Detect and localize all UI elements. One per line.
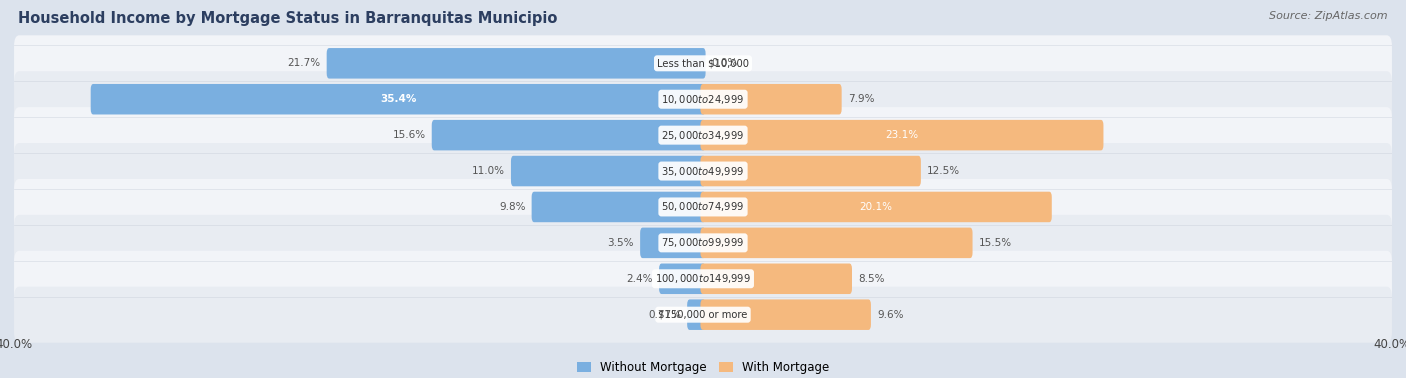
FancyBboxPatch shape <box>91 84 706 115</box>
Text: 2.4%: 2.4% <box>627 274 652 284</box>
Text: $100,000 to $149,999: $100,000 to $149,999 <box>655 272 751 285</box>
Text: 0.0%: 0.0% <box>711 58 738 68</box>
Text: 9.8%: 9.8% <box>499 202 526 212</box>
FancyBboxPatch shape <box>510 156 706 186</box>
Text: 23.1%: 23.1% <box>886 130 918 140</box>
FancyBboxPatch shape <box>700 263 852 294</box>
FancyBboxPatch shape <box>700 120 1104 150</box>
Text: $150,000 or more: $150,000 or more <box>658 310 748 320</box>
FancyBboxPatch shape <box>640 228 706 258</box>
FancyBboxPatch shape <box>700 228 973 258</box>
Text: $75,000 to $99,999: $75,000 to $99,999 <box>661 236 745 249</box>
Text: 7.9%: 7.9% <box>848 94 875 104</box>
Legend: Without Mortgage, With Mortgage: Without Mortgage, With Mortgage <box>572 356 834 378</box>
FancyBboxPatch shape <box>14 35 1392 91</box>
Text: 20.1%: 20.1% <box>859 202 893 212</box>
Text: 12.5%: 12.5% <box>927 166 960 176</box>
FancyBboxPatch shape <box>688 299 706 330</box>
Text: $35,000 to $49,999: $35,000 to $49,999 <box>661 164 745 178</box>
FancyBboxPatch shape <box>14 71 1392 127</box>
FancyBboxPatch shape <box>700 299 870 330</box>
FancyBboxPatch shape <box>700 84 842 115</box>
Text: 11.0%: 11.0% <box>472 166 505 176</box>
Text: 9.6%: 9.6% <box>877 310 904 320</box>
FancyBboxPatch shape <box>14 251 1392 307</box>
Text: 15.5%: 15.5% <box>979 238 1012 248</box>
FancyBboxPatch shape <box>14 143 1392 199</box>
Text: Source: ZipAtlas.com: Source: ZipAtlas.com <box>1270 11 1388 21</box>
Text: Household Income by Mortgage Status in Barranquitas Municipio: Household Income by Mortgage Status in B… <box>18 11 558 26</box>
Text: 35.4%: 35.4% <box>380 94 416 104</box>
Text: 0.77%: 0.77% <box>648 310 681 320</box>
FancyBboxPatch shape <box>432 120 706 150</box>
Text: $25,000 to $34,999: $25,000 to $34,999 <box>661 129 745 142</box>
Text: Less than $10,000: Less than $10,000 <box>657 58 749 68</box>
Text: 8.5%: 8.5% <box>858 274 884 284</box>
Text: $10,000 to $24,999: $10,000 to $24,999 <box>661 93 745 106</box>
Text: 15.6%: 15.6% <box>392 130 426 140</box>
FancyBboxPatch shape <box>14 215 1392 271</box>
FancyBboxPatch shape <box>700 156 921 186</box>
Text: $50,000 to $74,999: $50,000 to $74,999 <box>661 200 745 214</box>
FancyBboxPatch shape <box>659 263 706 294</box>
FancyBboxPatch shape <box>531 192 706 222</box>
Text: 3.5%: 3.5% <box>607 238 634 248</box>
FancyBboxPatch shape <box>14 287 1392 343</box>
FancyBboxPatch shape <box>14 107 1392 163</box>
Text: 21.7%: 21.7% <box>287 58 321 68</box>
FancyBboxPatch shape <box>14 179 1392 235</box>
FancyBboxPatch shape <box>700 192 1052 222</box>
FancyBboxPatch shape <box>326 48 706 79</box>
